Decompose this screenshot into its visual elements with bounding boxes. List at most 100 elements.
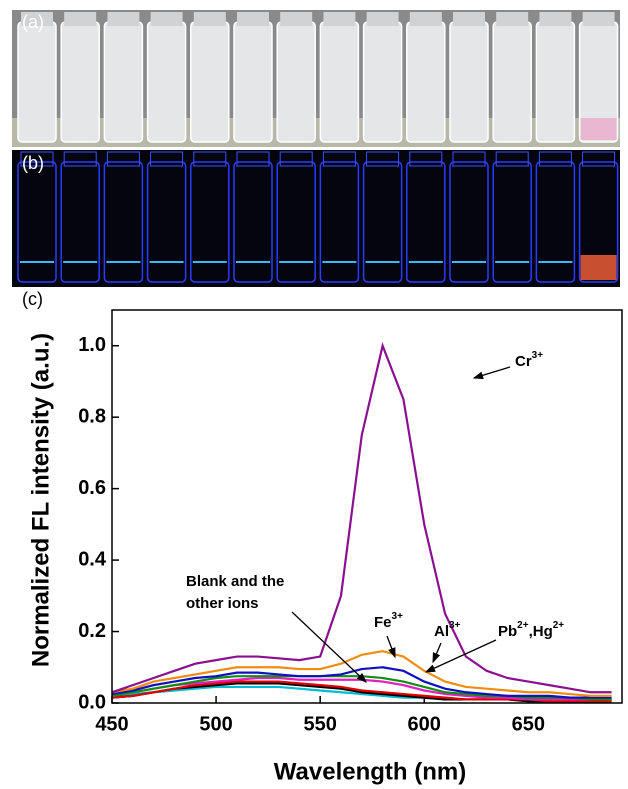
x-axis-title: Wavelength (nm) — [274, 758, 466, 785]
vial — [103, 161, 144, 283]
vial-cap — [193, 151, 227, 167]
annotation-part: Al — [434, 623, 449, 640]
annotation: Pb2+,Hg2+ — [498, 620, 564, 640]
vial-cap — [63, 151, 97, 167]
annotation-part: 3+ — [392, 611, 404, 622]
vial-cap — [236, 151, 270, 167]
vial — [17, 161, 57, 283]
annotation-part: Blank and the — [186, 573, 284, 590]
annotation-part: Cr — [515, 353, 532, 370]
annotation: Cr3+ — [515, 350, 543, 370]
vial — [319, 21, 360, 143]
vial-tint — [580, 255, 617, 280]
annotation-part: 2+ — [553, 620, 565, 631]
vial — [319, 161, 360, 283]
y-tick-label: 1.0 — [78, 334, 106, 356]
panel-label: (a) — [22, 12, 44, 32]
x-tick-label: 550 — [303, 713, 336, 735]
vial-cap — [409, 12, 442, 26]
vial — [233, 161, 273, 283]
vial-cap — [538, 151, 572, 167]
vial-cap — [107, 12, 140, 26]
vial-cap — [237, 12, 269, 26]
x-tick-label: 450 — [95, 713, 128, 735]
x-tick-label: 600 — [408, 713, 441, 735]
vial — [578, 161, 619, 283]
vial — [535, 161, 576, 283]
vial-cap — [496, 12, 529, 26]
panel-label: (b) — [22, 153, 44, 173]
series-line — [111, 650, 612, 697]
vial — [362, 21, 403, 143]
x-tick-label: 500 — [199, 713, 232, 735]
vial-cap — [64, 12, 97, 26]
y-tick-label: 0.0 — [78, 691, 106, 713]
vial-cap — [150, 151, 184, 167]
vial-tint — [580, 118, 617, 140]
vial-cap — [539, 12, 572, 26]
annotation-part: 3+ — [449, 620, 461, 631]
annotation-part: other ions — [186, 595, 259, 612]
y-tick-label: 0.8 — [78, 405, 106, 427]
vial — [276, 21, 316, 143]
series-line — [111, 342, 612, 694]
vial-cap — [322, 151, 356, 167]
annotation: Al3+ — [434, 620, 461, 640]
y-tick-label: 0.2 — [78, 620, 106, 642]
vials — [17, 12, 619, 283]
vial-cap — [150, 12, 183, 26]
panel-label: (c) — [22, 289, 43, 309]
annotation-part: ,Hg — [529, 623, 553, 640]
vial — [276, 161, 316, 283]
arrow — [291, 611, 367, 683]
vial — [60, 161, 100, 283]
vial-cap — [106, 151, 140, 167]
vial-cap — [20, 151, 54, 167]
annotation: Fe3+ — [374, 611, 403, 631]
vial-cap — [452, 151, 486, 167]
annotation-part: 3+ — [532, 350, 544, 361]
vial-cap — [280, 12, 313, 26]
vial-cap — [323, 12, 356, 26]
vial — [492, 161, 532, 283]
annotation: other ions — [186, 595, 259, 612]
vial — [103, 21, 144, 143]
vial-cap — [495, 151, 529, 167]
vial — [406, 21, 446, 143]
vial — [60, 21, 100, 143]
vial — [17, 21, 57, 143]
vial-cap — [279, 151, 313, 167]
arrow — [432, 642, 442, 664]
plot: 450 500 550 600 6500.00.20.40.60.81.0Cr3+Fe3… — [78, 309, 623, 735]
photo-b — [12, 150, 620, 287]
vial-cap — [366, 151, 400, 167]
vial-cap — [193, 12, 226, 26]
annotation-part: Fe — [374, 614, 392, 631]
vial — [449, 161, 489, 283]
vial-cap — [366, 12, 399, 26]
vial — [492, 21, 532, 143]
vial — [146, 21, 187, 143]
annotation: Blank and the — [186, 573, 284, 590]
vial — [190, 161, 230, 283]
plot-frame — [111, 309, 623, 704]
vial-cap — [582, 12, 615, 26]
annotation-part: 2+ — [517, 620, 529, 631]
series-line — [111, 682, 612, 703]
vial — [535, 21, 576, 143]
y-tick-label: 0.6 — [78, 477, 106, 499]
vial — [406, 161, 446, 283]
vial-cap — [453, 12, 485, 26]
y-axis-title: Normalized FL intensity (a.u.) — [27, 333, 54, 667]
y-tick-label: 0.4 — [78, 548, 107, 570]
series-line — [111, 666, 612, 699]
vial — [233, 21, 273, 143]
vial — [362, 161, 403, 283]
arrow — [424, 639, 497, 673]
vial — [190, 21, 230, 143]
vial-cap — [582, 151, 616, 167]
arrow — [386, 635, 396, 659]
vial-cap — [409, 151, 443, 167]
vial — [146, 161, 187, 283]
